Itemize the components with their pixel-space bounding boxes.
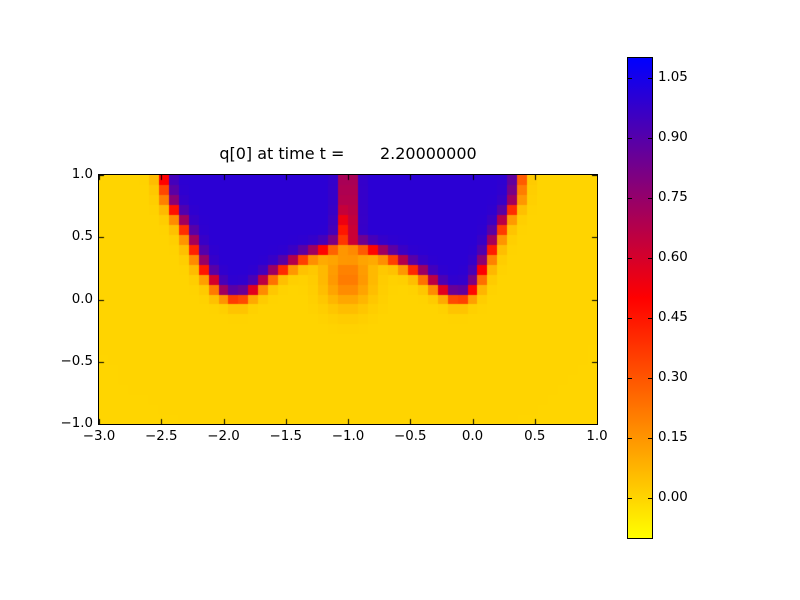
heatmap-canvas xyxy=(99,175,597,424)
x-tick-label: 0.0 xyxy=(461,429,484,444)
colorbar-tick-label: 0.60 xyxy=(658,250,688,265)
colorbar-tick-mark xyxy=(628,258,632,259)
colorbar-tick-mark xyxy=(648,378,652,379)
colorbar-tick-mark xyxy=(648,138,652,139)
x-tick-label: −1.0 xyxy=(331,429,365,444)
colorbar-tick-mark xyxy=(648,498,652,499)
colorbar xyxy=(627,57,653,539)
y-tick-label: 0.0 xyxy=(71,291,93,307)
colorbar-tick-mark xyxy=(628,438,632,439)
colorbar-tick-mark xyxy=(648,78,652,79)
y-tick-label: −1.0 xyxy=(60,416,93,431)
x-tick-label: −0.5 xyxy=(393,429,427,444)
colorbar-gradient xyxy=(628,58,652,538)
colorbar-tick-label: 0.90 xyxy=(658,130,688,145)
x-tick-label: 0.5 xyxy=(524,429,546,444)
colorbar-tick-label: 0.75 xyxy=(658,190,688,205)
colorbar-tick-label: 0.30 xyxy=(658,370,688,385)
colorbar-tick-mark xyxy=(648,258,652,259)
colorbar-tick-mark xyxy=(648,318,652,319)
x-tick-label: −1.5 xyxy=(269,429,303,444)
colorbar-tick-mark xyxy=(648,438,652,439)
colorbar-tick-mark xyxy=(628,138,632,139)
colorbar-tick-mark xyxy=(628,78,632,79)
colorbar-tick-label: 0.45 xyxy=(658,310,688,325)
x-tick-label: −2.0 xyxy=(207,429,240,444)
y-tick-label: 0.5 xyxy=(71,229,93,245)
colorbar-tick-mark xyxy=(628,378,632,379)
colorbar-tick-label: 1.05 xyxy=(658,70,688,85)
colorbar-tick-mark xyxy=(628,498,632,499)
y-tick-label: 1.0 xyxy=(71,167,93,182)
plot-area xyxy=(98,174,598,425)
colorbar-tick-label: 0.00 xyxy=(658,490,688,505)
plot-title: q[0] at time t = 2.20000000 xyxy=(219,144,477,163)
colorbar-tick-label: 0.15 xyxy=(658,430,688,445)
colorbar-tick-mark xyxy=(628,318,632,319)
x-tick-label: −2.5 xyxy=(144,429,178,444)
colorbar-tick-mark xyxy=(648,198,652,199)
colorbar-tick-mark xyxy=(628,198,632,199)
y-tick-label: −0.5 xyxy=(60,353,93,369)
x-tick-label: −3.0 xyxy=(82,429,116,444)
x-tick-label: 1.0 xyxy=(586,429,608,444)
